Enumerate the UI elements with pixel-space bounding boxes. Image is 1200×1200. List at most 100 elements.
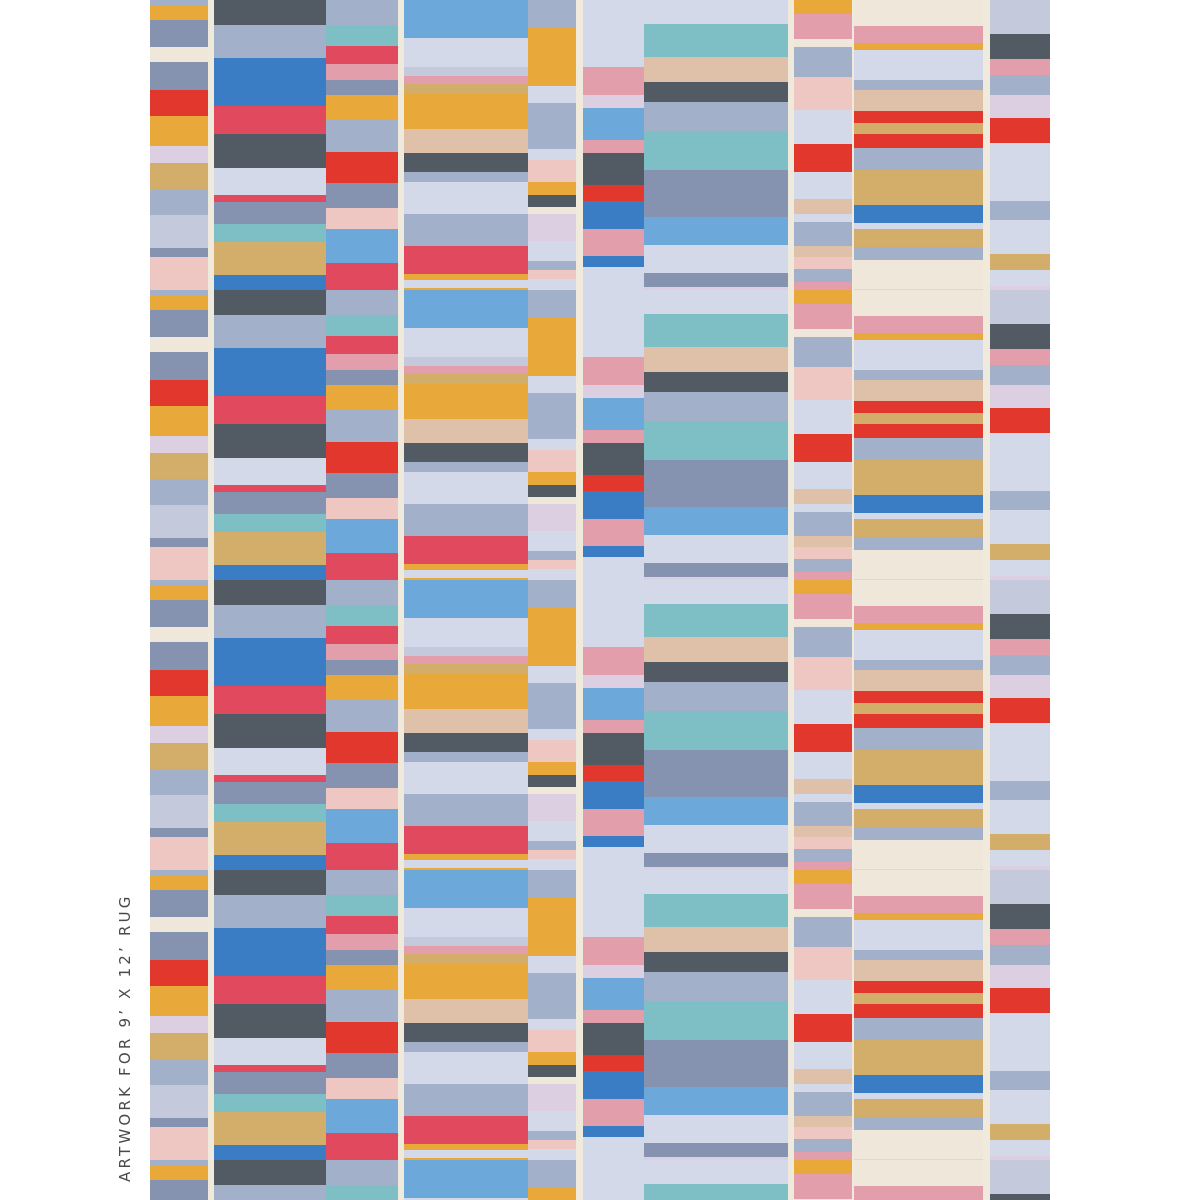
stripe [854, 1040, 983, 1075]
stripe [794, 214, 852, 222]
stripe [794, 246, 852, 257]
stripe [854, 438, 983, 460]
stripe [644, 485, 788, 507]
stripe [644, 421, 788, 441]
stripe [528, 472, 576, 485]
stripe [150, 1033, 208, 1059]
stripe [990, 614, 1050, 639]
stripe [326, 152, 398, 183]
stripe [214, 1072, 326, 1094]
stripe [794, 496, 852, 504]
stripe [326, 916, 398, 934]
stripe [150, 337, 208, 352]
stripe [794, 329, 852, 337]
stripe [990, 95, 1050, 118]
stripe [326, 498, 398, 519]
stripe [214, 580, 326, 605]
stripe [326, 788, 398, 809]
stripe [854, 111, 983, 123]
stripe [854, 424, 983, 438]
stripe [326, 1099, 398, 1133]
stripe [214, 895, 326, 928]
stripe [214, 605, 326, 638]
stripe [583, 67, 644, 95]
stripe [528, 859, 576, 870]
stripe [528, 956, 576, 973]
stripe [150, 986, 208, 1016]
stripe [644, 662, 788, 682]
stripe [150, 436, 208, 453]
stripe [150, 876, 208, 890]
stripe [583, 978, 644, 1010]
stripe [583, 688, 644, 720]
stripe [528, 666, 576, 683]
stripe [794, 489, 852, 496]
stripe [326, 644, 398, 660]
stripe [404, 1116, 528, 1144]
stripe [990, 560, 1050, 576]
stripe [214, 396, 326, 406]
stripe [528, 0, 576, 28]
stripe [794, 1152, 852, 1160]
stripe [644, 682, 788, 711]
stripe [854, 728, 983, 750]
stripe [854, 260, 983, 289]
stripe [528, 290, 576, 318]
stripe [528, 207, 576, 214]
stripe [854, 333, 983, 340]
stripe [794, 870, 852, 884]
stripe [214, 58, 326, 75]
stripe [404, 357, 528, 366]
stripe [990, 220, 1050, 254]
stripe [214, 290, 326, 315]
stripe [794, 1042, 852, 1069]
stripe [214, 655, 326, 686]
stripe [990, 34, 1050, 59]
stripe [404, 674, 528, 709]
stripe [644, 711, 788, 731]
stripe [990, 1124, 1050, 1140]
stripe [404, 94, 528, 129]
stripe [528, 1188, 576, 1200]
stripe [214, 775, 326, 782]
stripe [644, 563, 788, 577]
stripe [528, 821, 576, 841]
stripe [528, 1030, 576, 1052]
stripe [644, 273, 788, 287]
stripe [214, 782, 326, 804]
stripe [326, 409, 398, 442]
stripe [326, 809, 398, 843]
stripe [404, 153, 528, 172]
stripe [404, 946, 528, 954]
stripe [990, 850, 1050, 866]
stripe [404, 1183, 528, 1198]
stripe [214, 106, 326, 116]
stripe [583, 185, 644, 201]
stripe [326, 675, 398, 699]
stripe [214, 242, 326, 275]
stripe [528, 376, 576, 393]
stripe [583, 430, 644, 443]
stripe [326, 315, 398, 336]
stripe [583, 201, 644, 229]
stripe [214, 532, 326, 565]
stripe [150, 1016, 208, 1033]
stripe [644, 870, 788, 894]
stripe [528, 1065, 576, 1077]
stripe [150, 600, 208, 627]
stripe [150, 932, 208, 960]
stripe [528, 1084, 576, 1111]
stripe [528, 393, 576, 402]
stripe [404, 603, 528, 618]
stripe [854, 413, 983, 424]
stripe [214, 748, 326, 775]
stripe [990, 750, 1050, 781]
stripe [990, 1140, 1050, 1156]
stripe [583, 32, 644, 67]
stripe [326, 950, 398, 965]
stripe [794, 304, 852, 329]
stripe [214, 986, 326, 1004]
stripe [583, 398, 644, 430]
